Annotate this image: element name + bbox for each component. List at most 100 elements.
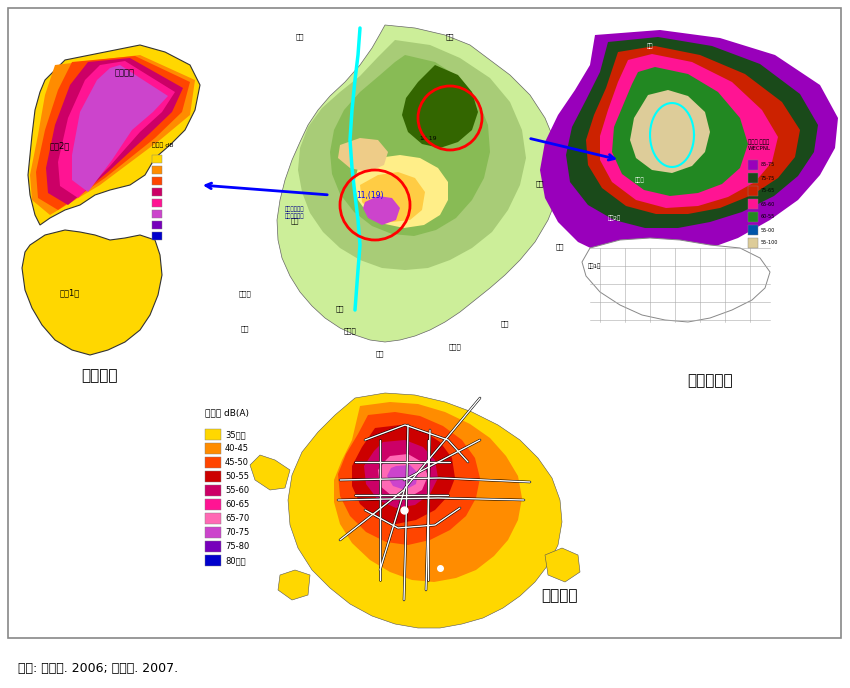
Text: 75-80: 75-80 bbox=[225, 542, 249, 551]
Text: 강서1동: 강서1동 bbox=[60, 288, 80, 297]
FancyBboxPatch shape bbox=[205, 485, 221, 496]
FancyBboxPatch shape bbox=[205, 457, 221, 468]
Polygon shape bbox=[22, 230, 162, 355]
Text: 서울: 서울 bbox=[445, 33, 454, 40]
Polygon shape bbox=[277, 25, 560, 342]
Polygon shape bbox=[600, 54, 778, 208]
Text: 11,(19): 11,(19) bbox=[356, 191, 383, 200]
Text: 조치원: 조치원 bbox=[239, 290, 252, 297]
FancyBboxPatch shape bbox=[205, 471, 221, 482]
FancyBboxPatch shape bbox=[205, 541, 221, 552]
Text: 60-65: 60-65 bbox=[225, 500, 249, 509]
Polygon shape bbox=[30, 55, 195, 215]
FancyBboxPatch shape bbox=[152, 210, 162, 218]
Polygon shape bbox=[612, 67, 748, 196]
Text: 부용: 부용 bbox=[556, 243, 564, 250]
Polygon shape bbox=[402, 65, 478, 148]
Polygon shape bbox=[360, 172, 425, 222]
Text: 철도소음: 철도소음 bbox=[82, 368, 118, 383]
Text: 매봉: 매봉 bbox=[536, 180, 544, 186]
Text: 35이하: 35이하 bbox=[225, 430, 246, 439]
Text: 서울: 서울 bbox=[296, 33, 304, 40]
FancyBboxPatch shape bbox=[748, 160, 758, 170]
Text: 40-45: 40-45 bbox=[225, 444, 249, 453]
Polygon shape bbox=[387, 465, 418, 490]
Polygon shape bbox=[363, 196, 400, 225]
Text: 도로소음: 도로소음 bbox=[541, 588, 578, 603]
FancyBboxPatch shape bbox=[205, 499, 221, 510]
Polygon shape bbox=[352, 425, 455, 524]
Polygon shape bbox=[46, 58, 183, 205]
FancyBboxPatch shape bbox=[205, 555, 221, 566]
Text: 소음도 dB: 소음도 dB bbox=[152, 142, 173, 148]
Polygon shape bbox=[380, 158, 428, 198]
Polygon shape bbox=[378, 454, 428, 498]
Text: 50-55: 50-55 bbox=[225, 472, 249, 481]
FancyBboxPatch shape bbox=[748, 212, 758, 222]
Text: 70-75: 70-75 bbox=[225, 528, 249, 537]
Text: 18,19: 18,19 bbox=[419, 136, 437, 141]
FancyBboxPatch shape bbox=[748, 225, 758, 235]
Text: 대청호: 대청호 bbox=[449, 343, 462, 350]
FancyBboxPatch shape bbox=[748, 238, 758, 248]
FancyBboxPatch shape bbox=[205, 429, 221, 440]
Polygon shape bbox=[338, 138, 388, 172]
Text: 소음도 dB(A): 소음도 dB(A) bbox=[205, 408, 249, 417]
Text: 80이상: 80이상 bbox=[225, 556, 246, 565]
Text: 강서1동: 강서1동 bbox=[588, 264, 601, 269]
FancyBboxPatch shape bbox=[152, 188, 162, 196]
Text: 청주: 청주 bbox=[647, 43, 654, 49]
Polygon shape bbox=[58, 61, 175, 198]
Text: 오포: 오포 bbox=[241, 325, 249, 332]
Text: 강서2동: 강서2동 bbox=[50, 141, 71, 150]
FancyBboxPatch shape bbox=[748, 199, 758, 209]
Text: 55-100: 55-100 bbox=[761, 241, 779, 246]
Polygon shape bbox=[540, 30, 838, 260]
Polygon shape bbox=[298, 40, 526, 270]
Text: 세종시: 세종시 bbox=[343, 327, 356, 334]
Text: 강서2동: 강서2동 bbox=[608, 215, 621, 221]
Polygon shape bbox=[545, 548, 580, 582]
Text: 항공기소음: 항공기소음 bbox=[687, 373, 733, 388]
FancyBboxPatch shape bbox=[205, 527, 221, 538]
FancyBboxPatch shape bbox=[152, 199, 162, 207]
Text: 55-00: 55-00 bbox=[761, 228, 775, 233]
Polygon shape bbox=[250, 455, 290, 490]
Text: 오송: 오송 bbox=[336, 305, 344, 312]
FancyBboxPatch shape bbox=[152, 155, 162, 163]
Text: 75-65: 75-65 bbox=[761, 189, 775, 193]
Polygon shape bbox=[288, 393, 562, 628]
Polygon shape bbox=[36, 56, 190, 210]
FancyBboxPatch shape bbox=[152, 166, 162, 174]
Text: 65-60: 65-60 bbox=[761, 202, 775, 206]
FancyBboxPatch shape bbox=[205, 443, 221, 454]
FancyBboxPatch shape bbox=[8, 8, 841, 638]
Text: 오창읍: 오창읍 bbox=[635, 178, 645, 183]
FancyBboxPatch shape bbox=[152, 177, 162, 185]
Text: 보청: 보청 bbox=[291, 217, 299, 224]
Text: 오근장동: 오근장동 bbox=[115, 68, 135, 77]
Text: 65-70: 65-70 bbox=[225, 514, 249, 523]
Text: 출처: 이병찬. 2006; 청주시. 2007.: 출처: 이병찬. 2006; 청주시. 2007. bbox=[18, 661, 178, 674]
FancyBboxPatch shape bbox=[748, 173, 758, 183]
Polygon shape bbox=[364, 440, 438, 508]
Polygon shape bbox=[630, 90, 710, 173]
Polygon shape bbox=[28, 45, 200, 225]
Text: 항공기 소음도
WECPNL: 항공기 소음도 WECPNL bbox=[748, 140, 771, 151]
FancyBboxPatch shape bbox=[152, 232, 162, 240]
FancyBboxPatch shape bbox=[152, 221, 162, 229]
Text: 60-55: 60-55 bbox=[761, 215, 775, 219]
Polygon shape bbox=[338, 412, 480, 545]
Polygon shape bbox=[72, 65, 168, 192]
Text: 55-60: 55-60 bbox=[225, 486, 249, 495]
Text: 85-75: 85-75 bbox=[761, 162, 775, 167]
Text: 75-75: 75-75 bbox=[761, 175, 775, 180]
Text: 45-50: 45-50 bbox=[225, 458, 249, 467]
Polygon shape bbox=[354, 155, 448, 228]
Polygon shape bbox=[278, 570, 310, 600]
Polygon shape bbox=[582, 238, 770, 322]
Polygon shape bbox=[330, 55, 490, 236]
FancyBboxPatch shape bbox=[205, 513, 221, 524]
Polygon shape bbox=[586, 46, 800, 214]
Text: 대전: 대전 bbox=[376, 350, 384, 356]
